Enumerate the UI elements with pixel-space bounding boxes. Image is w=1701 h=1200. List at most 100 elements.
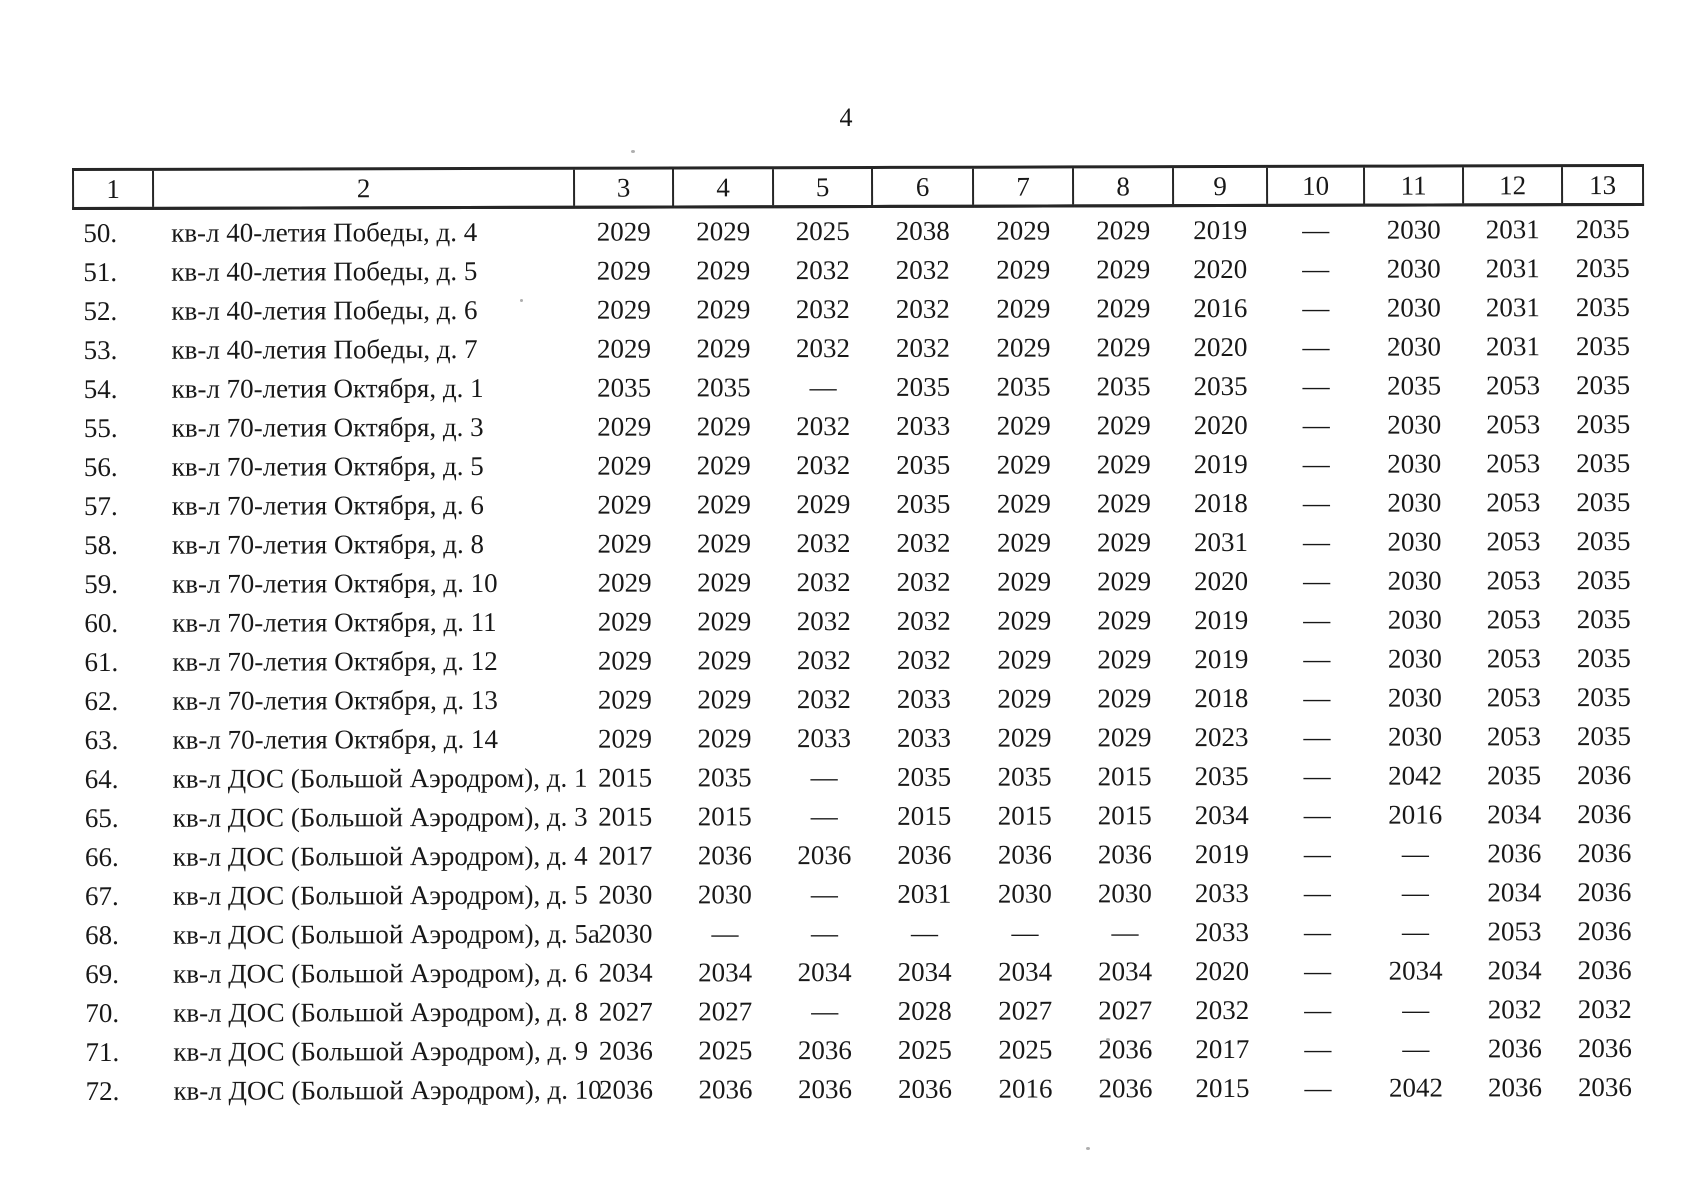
year-cell: 2032 bbox=[795, 333, 851, 364]
table-row: 64. кв-л ДОС (Большой Аэродром), д. 1 2015… bbox=[75, 756, 1645, 799]
year-cell: 2029 bbox=[1096, 527, 1152, 558]
year-cell: 2029 bbox=[696, 411, 751, 442]
address-cell: кв-л 70-летия Октября, д. 6 bbox=[171, 489, 484, 521]
year-cell: 2029 bbox=[997, 605, 1052, 636]
year-cell: 2029 bbox=[997, 644, 1052, 675]
year-cell: 2029 bbox=[596, 294, 651, 325]
year-cell: 2036 bbox=[897, 1073, 952, 1104]
year-cell: 2016 bbox=[1193, 292, 1248, 324]
year-cell: 2035 bbox=[697, 762, 752, 793]
year-cell: 2030 bbox=[697, 879, 752, 910]
year-cell: — bbox=[1303, 877, 1331, 908]
table-row: 62. кв-л 70-летия Октября, д. 13 2029 2029 2… bbox=[74, 678, 1644, 721]
year-cell: 2019 bbox=[1193, 214, 1248, 246]
year-cell: 2028 bbox=[897, 995, 952, 1026]
year-cell: — bbox=[1302, 409, 1330, 440]
year-cell: — bbox=[810, 762, 838, 793]
year-cell: 2033 bbox=[896, 410, 951, 441]
year-cell: — bbox=[1304, 994, 1332, 1025]
year-cell: 2029 bbox=[696, 255, 751, 286]
year-cell: 2029 bbox=[1096, 488, 1151, 519]
year-cell: 2034 bbox=[797, 957, 852, 988]
year-cell: 2029 bbox=[696, 450, 751, 481]
year-cell: 2019 bbox=[1194, 838, 1249, 870]
year-cell: 2032 bbox=[796, 567, 851, 598]
year-cell: 2025 bbox=[698, 1035, 753, 1066]
year-cell: 2030 bbox=[1386, 253, 1441, 284]
year-cell: 2032 bbox=[795, 294, 850, 325]
year-cell: — bbox=[1303, 916, 1332, 947]
year-cell: 2015 bbox=[598, 762, 653, 793]
address-cell: кв-л 70-летия Октября, д. 14 bbox=[172, 723, 499, 755]
year-cell: 2032 bbox=[895, 254, 950, 285]
year-cell: — bbox=[1401, 838, 1429, 869]
year-cell: 2029 bbox=[597, 723, 653, 754]
year-cell: — bbox=[1401, 916, 1430, 947]
year-cell: 2036 bbox=[997, 839, 1052, 870]
header-cell: 9 bbox=[1173, 166, 1268, 206]
year-cell: 2029 bbox=[1097, 722, 1152, 753]
year-cell: 2016 bbox=[1388, 799, 1443, 830]
year-cell: 2015 bbox=[1097, 761, 1152, 792]
year-cell: — bbox=[910, 917, 939, 948]
year-cell: 2029 bbox=[597, 684, 652, 715]
year-cell: 2032 bbox=[796, 606, 851, 637]
year-cell: 2036 bbox=[797, 1035, 852, 1066]
table-row: 60. кв-л 70-летия Октября, д. 11 2029 2029 2… bbox=[74, 600, 1644, 643]
year-cell: 2030 bbox=[1386, 292, 1441, 323]
table-row: 61. кв-л 70-летия Октября, д. 12 2029 2029 2… bbox=[74, 639, 1644, 682]
table-row: 71. кв-л ДОС (Большой Аэродром), д. 9 2036… bbox=[75, 1029, 1645, 1072]
year-cell: 2032 bbox=[1487, 994, 1542, 1025]
year-cell: 2035 bbox=[1576, 447, 1631, 479]
table-row: 72. кв-л ДОС (Большой Аэродром), д. 10 203… bbox=[75, 1068, 1645, 1111]
year-cell: — bbox=[1302, 292, 1330, 323]
year-cell: 2036 bbox=[1577, 954, 1632, 986]
year-cell: — bbox=[1303, 799, 1331, 830]
address-cell: кв-л 40-летия Победы, д. 6 bbox=[171, 294, 478, 326]
year-cell: 2015 bbox=[697, 801, 752, 832]
year-cell: 2030 bbox=[1387, 448, 1442, 479]
year-cell: 2030 bbox=[1387, 604, 1442, 635]
year-cell: 2036 bbox=[1487, 1072, 1542, 1103]
year-cell: 2035 bbox=[1575, 252, 1630, 284]
address-cell: кв-л 40-летия Победы, д. 4 bbox=[171, 216, 478, 248]
year-cell: 2019 bbox=[1193, 448, 1248, 480]
year-cell: 2035 bbox=[1576, 525, 1631, 557]
year-cell: 2023 bbox=[1194, 721, 1249, 753]
year-cell: 2032 bbox=[1577, 993, 1632, 1025]
year-cell: 2030 bbox=[1386, 331, 1442, 362]
year-cell: 2032 bbox=[896, 644, 951, 675]
year-cell: 2035 bbox=[1194, 760, 1249, 792]
year-cell: 2029 bbox=[596, 255, 651, 286]
year-cell: 2029 bbox=[596, 333, 652, 364]
year-cell: 2016 bbox=[998, 1073, 1053, 1104]
year-cell: 2029 bbox=[1096, 293, 1151, 324]
year-cell: 2027 bbox=[1098, 995, 1153, 1026]
year-cell: 2029 bbox=[1097, 644, 1152, 675]
year-cell: 2025 bbox=[897, 1034, 952, 1065]
row-number-cell: 52. bbox=[83, 295, 118, 327]
year-cell: 2031 bbox=[897, 878, 952, 909]
year-cell: 2029 bbox=[697, 645, 752, 676]
year-cell: 2020 bbox=[1193, 331, 1248, 363]
year-cell: 2017 bbox=[1195, 1033, 1250, 1065]
year-cell: 2033 bbox=[1194, 916, 1250, 948]
year-cell: — bbox=[1402, 994, 1430, 1025]
year-cell: 2031 bbox=[1485, 331, 1541, 362]
year-cell: 2036 bbox=[1577, 1071, 1632, 1103]
year-cell: 2030 bbox=[1097, 878, 1152, 909]
year-cell: — bbox=[1111, 917, 1139, 948]
year-cell: 2035 bbox=[1576, 681, 1631, 713]
year-cell: 2030 bbox=[1387, 565, 1442, 596]
year-cell: 2053 bbox=[1486, 721, 1542, 752]
address-cell: кв-л ДОС (Большой Аэродром), д. 4 bbox=[172, 840, 588, 872]
year-cell: 2035 bbox=[1487, 760, 1542, 791]
year-cell: 2038 bbox=[895, 215, 950, 246]
table-row: 57. кв-л 70-летия Октября, д. 6 2029 2029 20… bbox=[74, 483, 1644, 526]
year-cell: 2036 bbox=[598, 1035, 653, 1066]
year-cell: 2053 bbox=[1487, 916, 1542, 947]
year-cell: 2053 bbox=[1486, 604, 1541, 635]
year-cell: 2034 bbox=[1194, 799, 1249, 831]
year-cell: 2053 bbox=[1486, 526, 1541, 557]
table-row: 69. кв-л ДОС (Большой Аэродром), д. 6 2034… bbox=[75, 951, 1645, 994]
